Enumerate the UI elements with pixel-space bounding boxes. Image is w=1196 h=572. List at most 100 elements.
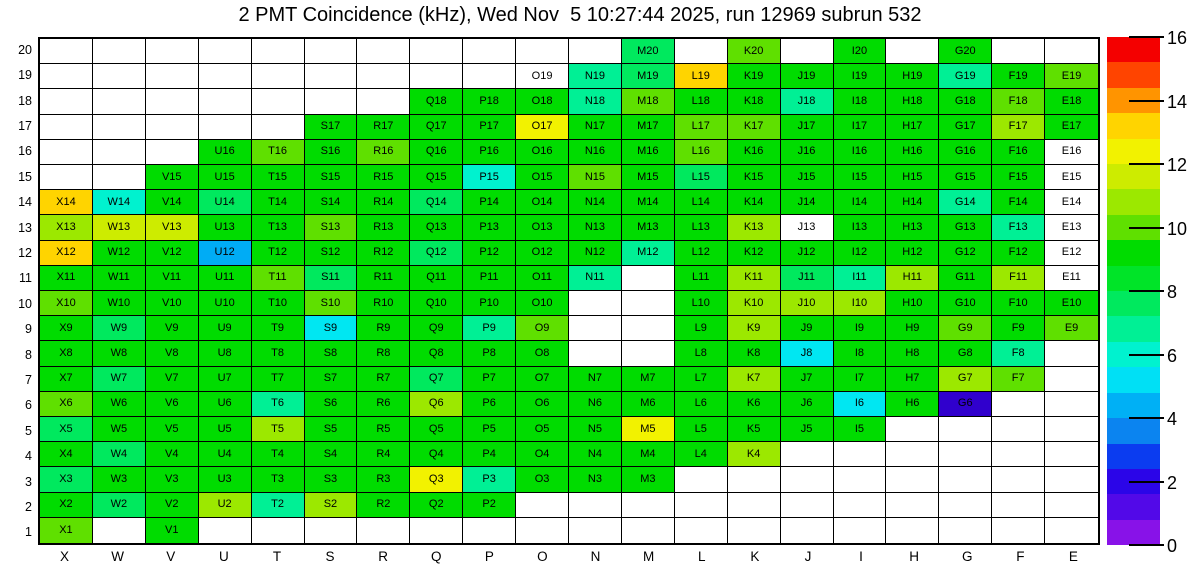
cell-G14: G14 [939, 190, 993, 216]
cell-R10: R10 [357, 291, 411, 317]
cell-O16: O16 [516, 139, 569, 165]
cell-F13: F13 [992, 215, 1046, 241]
cell-blank [1045, 467, 1098, 493]
cell-K15: K15 [727, 165, 781, 191]
cell-V9: V9 [145, 316, 199, 342]
cell-G19: G19 [939, 64, 993, 90]
cell-blank [199, 517, 252, 543]
cell-T8: T8 [251, 341, 305, 367]
cell-blank [1045, 493, 1098, 518]
cell-M15: M15 [621, 165, 675, 191]
cell-I18: I18 [833, 89, 887, 115]
cell-blank [939, 467, 993, 493]
cell-F7: F7 [992, 366, 1046, 392]
cell-blank [304, 89, 358, 115]
cell-T3: T3 [251, 467, 305, 493]
cell-blank [992, 391, 1046, 417]
cell-U3: U3 [198, 467, 252, 493]
cell-T14: T14 [251, 190, 305, 216]
cell-S11: S11 [304, 265, 358, 291]
cell-V15: V15 [145, 165, 199, 191]
cell-X12: X12 [40, 240, 93, 266]
colorbar-tick-label: 16 [1167, 28, 1188, 48]
cell-S17: S17 [304, 114, 358, 140]
cell-E16: E16 [1045, 139, 1098, 165]
cell-Q13: Q13 [410, 215, 464, 241]
cell-W11: W11 [92, 265, 146, 291]
cell-N12: N12 [569, 240, 622, 266]
cell-L4: L4 [674, 442, 728, 468]
y-axis-label: 17 [18, 118, 32, 133]
x-axis-label: O [537, 549, 548, 564]
cell-L15: L15 [674, 165, 728, 191]
cell-N19: N19 [569, 64, 622, 90]
cell-blank [780, 492, 834, 518]
cell-blank [992, 39, 1046, 65]
cell-O9: O9 [516, 316, 569, 342]
cell-V13: V13 [145, 215, 199, 241]
cell-M20: M20 [621, 39, 675, 65]
cell-F12: F12 [992, 240, 1046, 266]
cell-T5: T5 [251, 417, 305, 443]
colorbar-tick-label: 4 [1167, 409, 1178, 429]
cell-K8: K8 [727, 341, 781, 367]
cell-M14: M14 [621, 190, 675, 216]
cell-I9: I9 [833, 316, 887, 342]
cell-J13: J13 [780, 215, 834, 241]
cell-blank [569, 316, 622, 342]
cell-X11: X11 [40, 265, 93, 291]
cell-M6: M6 [621, 391, 675, 417]
cell-P2: P2 [463, 492, 517, 518]
x-axis-label: H [909, 549, 920, 564]
y-axis-label: 3 [25, 474, 32, 489]
cell-P7: P7 [463, 366, 517, 392]
cell-S9: S9 [304, 316, 358, 342]
colorbar-tick [1129, 226, 1164, 229]
cell-I17: I17 [833, 114, 887, 140]
cell-E10: E10 [1045, 291, 1098, 317]
cell-V3: V3 [145, 467, 199, 493]
cell-blank [886, 467, 940, 493]
cell-V11: V11 [145, 265, 199, 291]
cell-I12: I12 [833, 240, 887, 266]
cell-X4: X4 [40, 442, 93, 468]
cell-F15: F15 [992, 165, 1046, 191]
cell-F10: F10 [992, 291, 1046, 317]
cell-F8: F8 [992, 341, 1046, 367]
cell-blank [833, 492, 887, 518]
cell-T16: T16 [251, 139, 305, 165]
y-axis-label: 20 [18, 42, 32, 57]
cell-Q17: Q17 [410, 114, 464, 140]
x-axis-label: M [643, 549, 655, 564]
cell-V1: V1 [145, 517, 199, 543]
cell-R9: R9 [357, 316, 411, 342]
cell-H14: H14 [886, 190, 940, 216]
cell-M13: M13 [621, 215, 675, 241]
colorbar-tick-label: 8 [1167, 282, 1178, 302]
cell-E13: E13 [1045, 215, 1098, 241]
cell-M7: M7 [621, 366, 675, 392]
cell-J12: J12 [780, 240, 834, 266]
cell-H15: H15 [886, 165, 940, 191]
cell-N18: N18 [569, 89, 622, 115]
y-axis-label: 16 [18, 144, 32, 159]
cell-G10: G10 [939, 291, 993, 317]
colorbar-tick-label: 0 [1167, 536, 1178, 556]
cell-X13: X13 [40, 215, 93, 241]
cell-blank [569, 517, 622, 543]
cell-P5: P5 [463, 417, 517, 443]
cell-blank [727, 492, 781, 518]
cell-J17: J17 [780, 114, 834, 140]
cell-V14: V14 [145, 190, 199, 216]
cell-K13: K13 [727, 215, 781, 241]
cell-blank [251, 114, 305, 140]
cell-blank [145, 89, 199, 115]
cell-V10: V10 [145, 291, 199, 317]
colorbar-band [1107, 519, 1160, 546]
cell-U10: U10 [198, 291, 252, 317]
cell-blank [40, 165, 93, 191]
cell-blank [621, 291, 675, 317]
colorbar-band [1107, 367, 1160, 393]
cell-Q6: Q6 [410, 391, 464, 417]
cell-J18: J18 [780, 89, 834, 115]
